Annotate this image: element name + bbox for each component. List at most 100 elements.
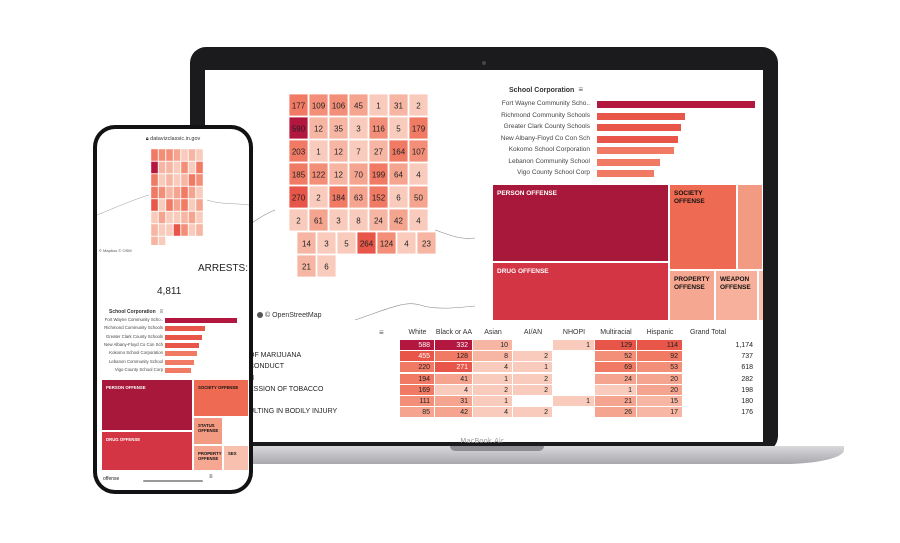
bar-label[interactable]: Greater Clark County Schools bbox=[503, 123, 590, 130]
county-cell[interactable] bbox=[368, 185, 389, 209]
phone-county-cell[interactable] bbox=[180, 198, 189, 212]
table-cell[interactable]: 111 bbox=[400, 396, 435, 407]
table-cell[interactable]: 21 bbox=[595, 396, 637, 407]
bar[interactable] bbox=[165, 318, 237, 323]
county-cell[interactable] bbox=[288, 185, 309, 209]
phone-county-cell[interactable] bbox=[188, 198, 196, 212]
county-cell[interactable] bbox=[416, 231, 437, 255]
bar[interactable] bbox=[597, 124, 681, 131]
county-cell[interactable] bbox=[368, 162, 389, 186]
county-cell[interactable] bbox=[316, 231, 337, 255]
bar-label[interactable]: Richmond Community Schools bbox=[501, 111, 590, 119]
table-cell[interactable]: 4 bbox=[435, 384, 473, 396]
bar[interactable] bbox=[165, 326, 205, 332]
bar-label[interactable]: Vigo County School Corp bbox=[517, 169, 590, 176]
column-header[interactable]: Hispanic bbox=[646, 329, 674, 336]
phone-home-indicator[interactable] bbox=[143, 480, 203, 482]
column-header[interactable]: AI/AN bbox=[523, 329, 543, 336]
county-cell[interactable] bbox=[388, 162, 409, 186]
phone-county-cell[interactable] bbox=[173, 211, 181, 224]
table-cell[interactable]: 1 bbox=[553, 396, 595, 407]
county-cell[interactable] bbox=[388, 185, 409, 209]
county-cell[interactable] bbox=[328, 162, 349, 186]
phone-county-cell[interactable] bbox=[180, 223, 189, 237]
column-header[interactable]: Asian bbox=[484, 329, 502, 336]
table-cell[interactable]: 1 bbox=[595, 384, 637, 396]
county-cell[interactable] bbox=[348, 162, 369, 186]
county-cell[interactable] bbox=[288, 162, 309, 186]
phone-county-map-svg[interactable] bbox=[97, 145, 249, 249]
phone-county-cell[interactable] bbox=[173, 148, 181, 162]
bar[interactable] bbox=[165, 359, 194, 365]
county-cell[interactable] bbox=[348, 185, 369, 209]
county-cell[interactable] bbox=[316, 254, 337, 278]
table-cell[interactable]: 17 bbox=[637, 407, 683, 419]
county-cell[interactable] bbox=[408, 139, 429, 163]
phone-county-cell[interactable] bbox=[195, 223, 204, 237]
phone-county-cell[interactable] bbox=[158, 223, 166, 237]
table-cell[interactable]: 31 bbox=[435, 396, 473, 407]
table-cell[interactable]: 220 bbox=[400, 362, 435, 374]
table-cell[interactable]: 24 bbox=[595, 373, 637, 385]
table-cell[interactable]: 53 bbox=[637, 362, 683, 374]
county-cell[interactable] bbox=[408, 116, 429, 140]
county-cell[interactable] bbox=[348, 93, 369, 117]
phone-county-cell[interactable] bbox=[195, 148, 204, 162]
county-cell[interactable] bbox=[408, 162, 429, 186]
bar[interactable] bbox=[597, 112, 686, 120]
phone-county-cell[interactable] bbox=[188, 161, 196, 174]
offense-treemap[interactable]: PERSON OFFENSE SOCIETY OFFENSE DRUG OFFENS… bbox=[492, 184, 763, 321]
bar-label[interactable]: New Albany-Floyd Co Con Sch bbox=[104, 341, 163, 347]
table-cell[interactable]: 1 bbox=[473, 396, 513, 407]
county-cell[interactable] bbox=[288, 93, 309, 117]
phone-county-cell[interactable] bbox=[165, 211, 174, 224]
treemap-cell[interactable] bbox=[737, 184, 763, 270]
bar[interactable] bbox=[597, 147, 675, 154]
phone-county-cell[interactable] bbox=[188, 148, 196, 162]
treemap-cell[interactable] bbox=[758, 270, 763, 321]
county-cell[interactable] bbox=[388, 208, 409, 232]
table-cell[interactable]: 20 bbox=[637, 373, 683, 385]
table-cell[interactable]: 52 bbox=[595, 351, 637, 363]
phone-county-cell[interactable] bbox=[158, 211, 166, 224]
sort-icon[interactable]: ≡ bbox=[578, 85, 584, 94]
bar-label[interactable]: Kokomo School Corporation bbox=[508, 146, 590, 153]
bar[interactable] bbox=[597, 135, 678, 143]
phone-county-cell[interactable] bbox=[150, 211, 159, 224]
bar-label[interactable]: Lebanon Community School bbox=[508, 157, 590, 165]
table-cell[interactable] bbox=[553, 384, 595, 396]
phone-county-cell[interactable] bbox=[173, 186, 181, 199]
phone-county-cell[interactable] bbox=[188, 186, 196, 199]
phone-county-cell[interactable] bbox=[173, 161, 181, 174]
table-cell[interactable]: 15 bbox=[637, 396, 683, 407]
county-cell[interactable] bbox=[388, 139, 409, 163]
phone-county-cell[interactable] bbox=[180, 148, 189, 162]
bar[interactable] bbox=[165, 351, 198, 357]
phone-county-cell[interactable] bbox=[195, 173, 204, 187]
table-cell[interactable]: 332 bbox=[435, 340, 473, 351]
phone-county-cell[interactable] bbox=[188, 173, 196, 187]
treemap-cell[interactable]: PROPERTY OFFENSE bbox=[669, 270, 715, 321]
county-cell[interactable] bbox=[368, 139, 389, 163]
county-cell[interactable] bbox=[296, 254, 317, 278]
table-cell[interactable]: 1 bbox=[553, 340, 595, 351]
phone-county-cell[interactable] bbox=[188, 211, 196, 224]
county-cell[interactable] bbox=[388, 93, 409, 117]
phone-county-cell[interactable] bbox=[150, 236, 159, 249]
phone-county-cell[interactable] bbox=[150, 173, 159, 187]
table-cell[interactable]: 455 bbox=[400, 351, 435, 363]
table-cell[interactable] bbox=[513, 340, 553, 351]
county-cell[interactable] bbox=[356, 231, 377, 255]
treemap-cell[interactable]: WEAPON OFFENSE bbox=[715, 270, 758, 321]
phone-sort-icon[interactable]: ≡ bbox=[159, 309, 164, 315]
county-cell[interactable] bbox=[368, 93, 389, 117]
table-cell[interactable] bbox=[513, 396, 553, 407]
treemap-cell[interactable]: DRUG OFFENSE bbox=[101, 431, 193, 471]
treemap-cell[interactable]: STATUS OFFENSE bbox=[193, 417, 223, 445]
phone-county-cell[interactable] bbox=[195, 211, 204, 224]
phone-county-cell[interactable] bbox=[150, 186, 159, 199]
column-header[interactable]: Multiracial bbox=[600, 329, 632, 336]
county-cell[interactable] bbox=[308, 185, 329, 209]
phone-county-cell[interactable] bbox=[158, 148, 166, 162]
